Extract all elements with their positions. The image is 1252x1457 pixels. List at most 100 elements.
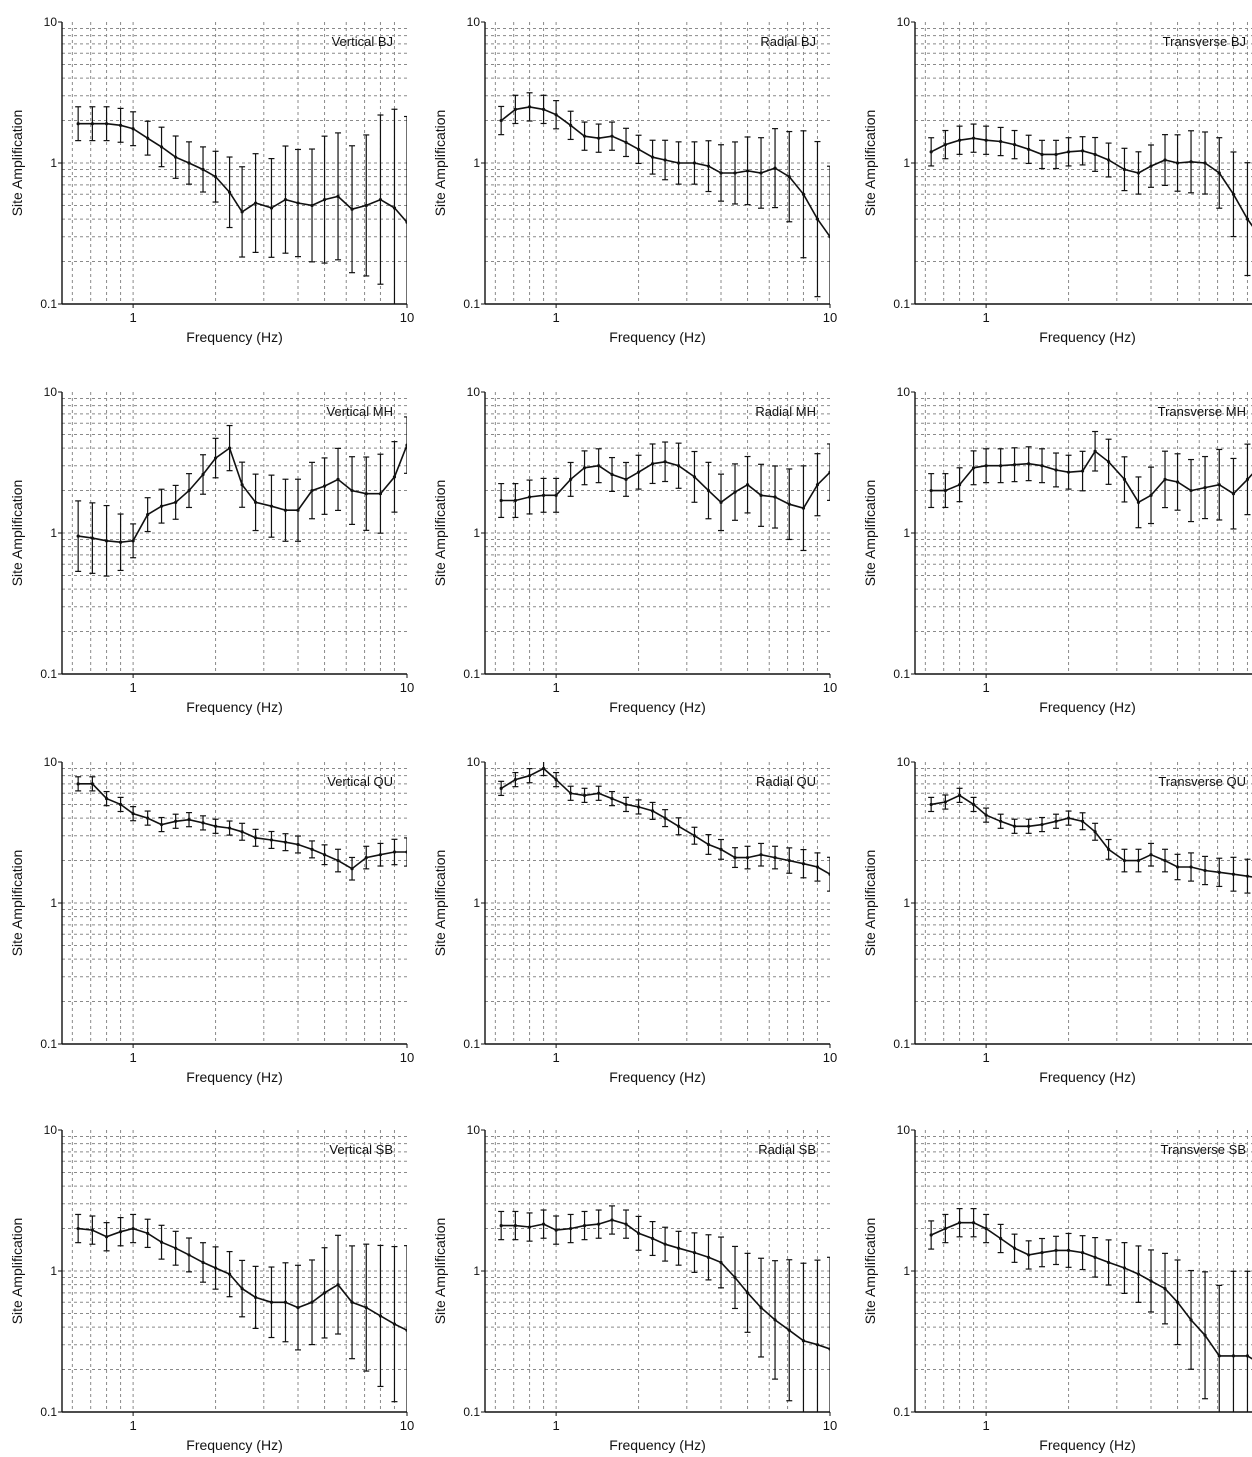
error-bar bbox=[827, 443, 830, 501]
data-point bbox=[336, 1283, 340, 1287]
error-bar bbox=[691, 141, 698, 185]
error-bar bbox=[321, 844, 328, 866]
data-point bbox=[527, 1225, 532, 1229]
error-bar bbox=[1121, 1242, 1128, 1294]
error-bar bbox=[404, 115, 407, 304]
error-bar bbox=[1174, 134, 1181, 192]
y-tick-label: 10 bbox=[467, 15, 481, 29]
data-point bbox=[706, 842, 711, 847]
error-bar bbox=[239, 822, 246, 841]
error-bar bbox=[1244, 162, 1251, 277]
data-point bbox=[240, 830, 244, 834]
data-point bbox=[787, 858, 791, 863]
data-point bbox=[1231, 192, 1236, 196]
error-bar bbox=[1053, 813, 1060, 829]
error-bar bbox=[928, 473, 935, 509]
error-bar bbox=[772, 128, 779, 209]
data-point bbox=[1245, 477, 1250, 481]
data-point bbox=[499, 118, 503, 123]
error-bar bbox=[75, 106, 82, 142]
y-tick-label: 0.1 bbox=[463, 1405, 480, 1419]
error-bar bbox=[956, 125, 963, 155]
gridlines bbox=[485, 22, 830, 304]
data-point bbox=[971, 466, 976, 470]
series-group bbox=[498, 762, 830, 892]
error-bar bbox=[268, 830, 275, 850]
data-point bbox=[706, 1255, 711, 1259]
error-bar bbox=[512, 771, 519, 788]
x-axis-label: Frequency (Hz) bbox=[186, 329, 282, 345]
data-point bbox=[76, 1226, 80, 1231]
error-bar bbox=[158, 488, 165, 524]
error-bar bbox=[391, 1245, 398, 1403]
data-point bbox=[1175, 161, 1180, 165]
data-point bbox=[569, 791, 573, 795]
data-point bbox=[76, 534, 80, 538]
data-point bbox=[1163, 1287, 1167, 1291]
error-bar bbox=[1148, 842, 1155, 867]
data-point bbox=[240, 1287, 244, 1291]
error-bar bbox=[970, 450, 977, 486]
data-point bbox=[1054, 819, 1058, 823]
y-tick-label: 10 bbox=[897, 385, 911, 399]
data-point bbox=[1217, 171, 1221, 175]
data-point bbox=[213, 824, 218, 828]
data-point bbox=[146, 816, 150, 820]
error-bar bbox=[1162, 1252, 1169, 1325]
data-point bbox=[999, 1236, 1003, 1241]
error-bar bbox=[404, 837, 407, 867]
data-point bbox=[1040, 822, 1044, 827]
data-point bbox=[1136, 500, 1141, 504]
error-bar bbox=[1065, 137, 1072, 167]
data-point bbox=[541, 766, 546, 771]
error-bar bbox=[1092, 136, 1099, 172]
x-tick-label: 1 bbox=[129, 1418, 136, 1433]
data-point bbox=[392, 1322, 397, 1326]
error-bar bbox=[363, 456, 370, 531]
error-bar bbox=[675, 817, 682, 836]
error-bar bbox=[786, 130, 793, 223]
data-point bbox=[636, 470, 641, 474]
gridlines bbox=[915, 1130, 1252, 1412]
error-bar bbox=[212, 1246, 219, 1290]
y-tick-label: 1 bbox=[50, 526, 57, 540]
error-bar bbox=[391, 441, 398, 513]
data-point bbox=[1245, 874, 1250, 878]
error-bar bbox=[1202, 455, 1209, 520]
data-point bbox=[957, 793, 962, 797]
data-point bbox=[663, 158, 667, 162]
data-point bbox=[213, 175, 218, 179]
data-point bbox=[159, 145, 164, 149]
error-bar bbox=[309, 1259, 316, 1346]
y-tick-label: 1 bbox=[50, 156, 57, 170]
data-point bbox=[378, 853, 383, 857]
error-bar bbox=[1025, 1240, 1032, 1270]
data-point bbox=[527, 774, 532, 778]
error-bar bbox=[282, 1262, 289, 1343]
error-bar bbox=[581, 121, 588, 151]
data-point bbox=[929, 802, 933, 807]
error-bar bbox=[540, 94, 547, 125]
data-point bbox=[296, 842, 300, 847]
error-bar bbox=[1202, 131, 1209, 195]
error-bar bbox=[705, 461, 712, 520]
x-tick-label: 1 bbox=[129, 680, 136, 695]
error-bar bbox=[1092, 822, 1099, 841]
data-point bbox=[1175, 1300, 1180, 1304]
error-bar bbox=[295, 478, 302, 542]
data-point bbox=[201, 472, 205, 477]
error-bar bbox=[758, 463, 765, 527]
error-bar bbox=[89, 1215, 96, 1245]
error-bar bbox=[732, 1245, 739, 1310]
error-bar bbox=[675, 1230, 682, 1266]
error-bar bbox=[377, 114, 384, 285]
data-point bbox=[759, 1306, 763, 1310]
error-bar bbox=[595, 448, 602, 484]
y-axis-label: Site Amplification bbox=[432, 1218, 448, 1325]
error-bar bbox=[212, 150, 219, 203]
data-point bbox=[499, 1223, 503, 1228]
